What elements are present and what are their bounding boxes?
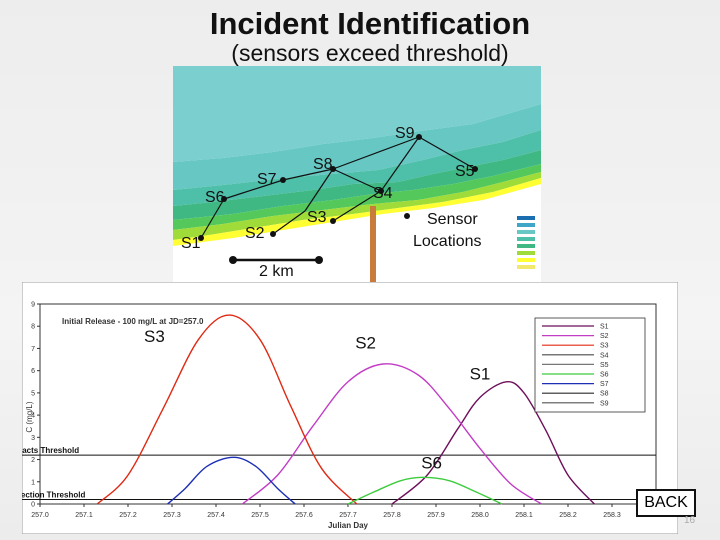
y-tick-label: 5 <box>31 390 35 397</box>
sensor-label-s3: S3 <box>307 209 327 226</box>
x-axis-label: Julian Day <box>328 521 369 530</box>
legend-sensor-line1: Sensor <box>427 211 478 228</box>
curve-annotation-s2: S2 <box>355 333 376 352</box>
sensor-label-s2: S2 <box>245 225 265 242</box>
sea-band-7 <box>173 178 541 246</box>
sea-band-4 <box>173 150 541 220</box>
sensor-dot-s1 <box>198 235 204 241</box>
sensor-points <box>198 134 478 241</box>
sensor-label-s6: S6 <box>205 189 225 206</box>
x-tick-label: 257.7 <box>339 512 357 519</box>
x-tick-label: 257.8 <box>383 512 401 519</box>
back-button[interactable]: BACK <box>636 489 696 517</box>
y-tick-label: 0 <box>31 502 35 509</box>
sensor-label-s4: S4 <box>373 185 393 202</box>
y-tick-label: 6 <box>31 368 35 375</box>
legend-label-s3: S3 <box>600 343 609 350</box>
slide-subtitle: (sensors exceed threshold) <box>231 40 509 66</box>
x-tick-label: 258.2 <box>559 512 577 519</box>
x-tick-label: 257.9 <box>427 512 445 519</box>
y-tick-label: 9 <box>31 302 35 309</box>
legend-label-s6: S6 <box>600 372 609 379</box>
curve-annotation-s3: S3 <box>144 327 165 346</box>
chart-title: Initial Release - 100 mg/L at JD=257.0 <box>62 317 204 326</box>
legend-label-s9: S9 <box>600 400 609 407</box>
series-line-s6 <box>347 476 503 505</box>
scale-bar <box>229 256 323 264</box>
page-number: 16 <box>684 515 696 526</box>
sensor-dot-s7 <box>280 177 286 183</box>
x-tick-label: 257.2 <box>119 512 137 519</box>
x-tick-label: 258.1 <box>515 512 533 519</box>
y-tick-label: 2 <box>31 457 35 464</box>
sensor-dot-s8 <box>330 166 336 172</box>
x-tick-label: 257.1 <box>75 512 93 519</box>
legend-sensor-dot <box>404 213 410 219</box>
river-channel <box>370 206 376 284</box>
sensor-label-s1: S1 <box>181 235 201 252</box>
sensor-label-s8: S8 <box>313 156 333 173</box>
series-line-s2 <box>241 363 542 505</box>
legend-label-s7: S7 <box>600 381 609 388</box>
x-tick-label: 257.6 <box>295 512 313 519</box>
series-line-s7 <box>167 456 296 505</box>
x-tick-label: 257.5 <box>251 512 269 519</box>
y-tick-label: 7 <box>31 346 35 353</box>
series-line-s3 <box>96 314 358 505</box>
sensor-label-s9: S9 <box>395 125 415 142</box>
sensor-label-s5: S5 <box>455 163 475 180</box>
x-tick-label: 258.3 <box>603 512 621 519</box>
legend-sensor-line2: Locations <box>413 233 482 250</box>
y-tick-label: 4 <box>31 413 35 420</box>
sea-band-1 <box>173 66 541 162</box>
sea-band-5 <box>173 164 541 230</box>
x-tick-label: 257.4 <box>207 512 225 519</box>
sensor-label-s7: S7 <box>257 171 277 188</box>
sea-band-3 <box>173 130 541 206</box>
sensor-network-lines <box>200 136 476 239</box>
legend-label-s2: S2 <box>600 333 609 340</box>
sensor-dot-s3 <box>330 218 336 224</box>
y-axis-label: C (mg/L) <box>25 401 34 432</box>
legend-label-s4: S4 <box>600 352 609 359</box>
threshold-label: Impacts Threshold <box>22 446 79 455</box>
sensor-dot-s6 <box>221 196 227 202</box>
curve-annotation-s6: S6 <box>421 453 442 472</box>
sensor-dot-s4 <box>378 188 384 194</box>
depth-legend <box>517 216 535 269</box>
x-tick-label: 257.3 <box>163 512 181 519</box>
y-tick-label: 3 <box>31 435 35 442</box>
sensor-map: S1 S2 S3 S4 S5 S6 S7 S8 S9 Sensor Locati… <box>173 66 541 284</box>
threshold-label: Detection Threshold <box>22 491 85 500</box>
y-tick-label: 8 <box>31 324 35 331</box>
x-tick-label: 258.0 <box>471 512 489 519</box>
sensor-dot-s5 <box>472 166 478 172</box>
concentration-chart: 257.0 257.1 257.2 257.3 257.4 257.5 257.6 257.7… <box>22 282 678 534</box>
y-tick-label: 1 <box>31 479 35 486</box>
curve-annotation-s1: S1 <box>470 365 491 384</box>
legend-label-s1: S1 <box>600 324 609 331</box>
sensor-dot-s2 <box>270 231 276 237</box>
legend-label-s8: S8 <box>600 391 609 398</box>
slide-title: Incident Identification <box>209 6 531 41</box>
scale-bar-label: 2 km <box>259 263 294 280</box>
series-line-s1 <box>391 381 595 505</box>
sensor-dot-s9 <box>416 134 422 140</box>
sea-band-2 <box>173 104 541 190</box>
legend-label-s5: S5 <box>600 362 609 369</box>
x-tick-label: 257.0 <box>31 512 49 519</box>
